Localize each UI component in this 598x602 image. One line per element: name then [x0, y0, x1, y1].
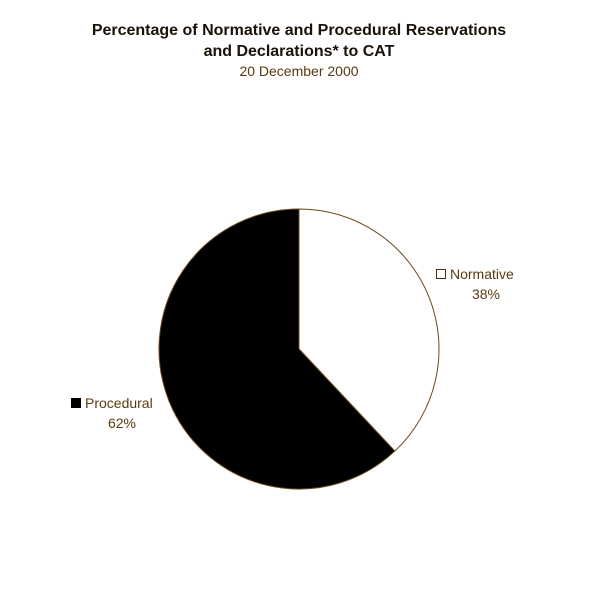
pie-slices [158, 208, 440, 490]
legend-swatch-procedural [71, 398, 81, 408]
slice-value-procedural: 62% [108, 415, 136, 431]
label-procedural: Procedural 62% [71, 395, 153, 431]
chart-title-line-2: and Declarations* to CAT [203, 43, 395, 60]
slice-label-procedural: Procedural [85, 395, 153, 411]
slice-label-normative: Normative [450, 266, 514, 282]
chart-subtitle: 20 December 2000 [239, 63, 359, 79]
slice-value-normative: 38% [472, 286, 500, 302]
label-normative: Normative 38% [436, 266, 514, 302]
pie-slice-normative [298, 208, 440, 452]
legend-swatch-normative [436, 269, 446, 279]
pie-slice-procedural [158, 208, 396, 490]
chart-title-line-1: Percentage of Normative and Procedural R… [91, 22, 507, 39]
chart-title-block: Percentage of Normative and Procedural R… [0, 20, 598, 81]
